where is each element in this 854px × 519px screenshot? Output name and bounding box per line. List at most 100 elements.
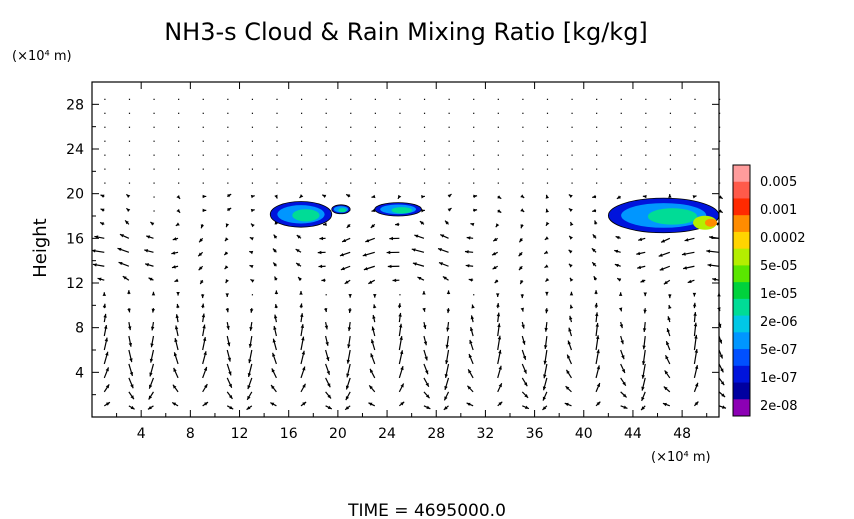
vector-arrow bbox=[226, 207, 232, 212]
vector-dot bbox=[301, 182, 303, 184]
vector-arrow bbox=[542, 405, 548, 411]
vector-dot bbox=[596, 140, 598, 142]
vector-dot bbox=[669, 112, 672, 114]
vector-arrow bbox=[569, 315, 573, 323]
vector-arrow bbox=[422, 307, 426, 312]
vector-dot bbox=[497, 182, 499, 184]
vector-arrow bbox=[368, 385, 376, 393]
colorbar-swatch bbox=[733, 248, 750, 266]
vector-arrow bbox=[274, 194, 278, 199]
vector-dot bbox=[301, 154, 303, 156]
vector-arrow bbox=[171, 265, 179, 269]
vector-arrow bbox=[340, 265, 351, 271]
vector-dot bbox=[571, 154, 573, 156]
vector-arrow bbox=[103, 324, 108, 337]
vector-arrow bbox=[442, 275, 449, 281]
vector-dot bbox=[620, 98, 622, 100]
vector-dot bbox=[546, 112, 549, 114]
vector-arrow bbox=[440, 234, 449, 239]
vector-arrow bbox=[100, 194, 105, 198]
vector-arrow bbox=[520, 294, 525, 299]
vector-arrow bbox=[398, 401, 405, 407]
vector-dot bbox=[325, 154, 327, 156]
vector-dot bbox=[571, 168, 573, 170]
vector-arrow bbox=[225, 308, 230, 313]
vector-arrow bbox=[372, 314, 376, 323]
vector-dot bbox=[251, 154, 254, 156]
vector-arrow bbox=[718, 391, 726, 398]
vector-arrow bbox=[568, 193, 573, 199]
vector-dot bbox=[178, 98, 180, 100]
vector-arrow bbox=[295, 248, 302, 253]
vector-arrow bbox=[473, 208, 478, 213]
vector-arrow bbox=[300, 366, 306, 379]
vector-dot bbox=[669, 98, 672, 100]
vector-arrow bbox=[620, 405, 628, 409]
vector-dot bbox=[374, 98, 376, 100]
vector-arrow bbox=[171, 401, 179, 407]
vector-arrow bbox=[496, 303, 500, 309]
vector-dot bbox=[350, 154, 352, 156]
vector-arrow bbox=[693, 364, 699, 379]
vector-arrow bbox=[103, 367, 110, 379]
cloud-region bbox=[374, 202, 422, 217]
vector-arrow bbox=[664, 370, 671, 379]
vector-dot bbox=[374, 140, 376, 142]
vector-arrow bbox=[659, 265, 671, 271]
vector-arrow bbox=[595, 382, 601, 393]
vector-arrow bbox=[202, 383, 208, 393]
vector-arrow bbox=[636, 251, 646, 256]
vector-arrow bbox=[249, 250, 254, 255]
vector-arrow bbox=[637, 265, 646, 270]
vector-arrow bbox=[102, 292, 107, 296]
vector-arrow bbox=[595, 335, 600, 351]
vector-dot bbox=[399, 112, 401, 114]
vector-dot bbox=[423, 98, 426, 100]
vector-dot bbox=[178, 154, 180, 156]
x-tick-label: 8 bbox=[186, 426, 195, 442]
vector-arrow bbox=[594, 302, 598, 309]
vector-arrow bbox=[467, 369, 474, 379]
vector-arrow bbox=[300, 401, 307, 407]
vector-arrow bbox=[520, 224, 524, 229]
vector-dot bbox=[153, 210, 155, 212]
y-tick-label: 12 bbox=[66, 276, 84, 292]
vector-dot bbox=[276, 112, 278, 114]
vector-arrow bbox=[172, 237, 179, 241]
vector-arrow bbox=[300, 324, 305, 337]
vector-arrow bbox=[466, 236, 474, 240]
y-tick-label: 24 bbox=[66, 142, 84, 158]
vector-arrow bbox=[99, 221, 105, 226]
vector-arrow bbox=[223, 251, 229, 256]
vector-arrow bbox=[248, 349, 253, 364]
vector-arrow bbox=[295, 262, 302, 267]
vector-arrow bbox=[682, 265, 695, 270]
vector-arrow bbox=[466, 385, 474, 393]
vector-arrow bbox=[665, 340, 671, 351]
vector-arrow bbox=[346, 349, 351, 364]
vector-dot bbox=[374, 168, 376, 170]
vector-arrow bbox=[271, 368, 277, 379]
vector-arrow bbox=[270, 402, 277, 407]
vector-arrow bbox=[398, 323, 403, 337]
vector-arrow bbox=[202, 336, 207, 351]
vector-arrow bbox=[664, 354, 671, 365]
vector-arrow bbox=[127, 290, 131, 295]
vector-arrow bbox=[692, 302, 697, 309]
vector-dot bbox=[620, 126, 622, 128]
vector-dot bbox=[202, 154, 204, 156]
vector-dot bbox=[374, 182, 376, 184]
vector-arrow bbox=[226, 363, 232, 376]
cloud-region bbox=[269, 201, 333, 228]
vector-arrow bbox=[419, 220, 425, 225]
vector-dot bbox=[669, 182, 672, 184]
vector-arrow bbox=[100, 208, 105, 212]
vector-dot bbox=[153, 182, 155, 184]
vector-dot bbox=[276, 182, 278, 184]
vector-dot bbox=[399, 126, 401, 128]
vector-arrow bbox=[346, 363, 351, 378]
vector-arrow bbox=[118, 261, 130, 267]
vector-arrow bbox=[119, 233, 130, 239]
time-footer: TIME = 4695000.0 bbox=[347, 501, 506, 519]
vector-arrow bbox=[471, 304, 475, 309]
